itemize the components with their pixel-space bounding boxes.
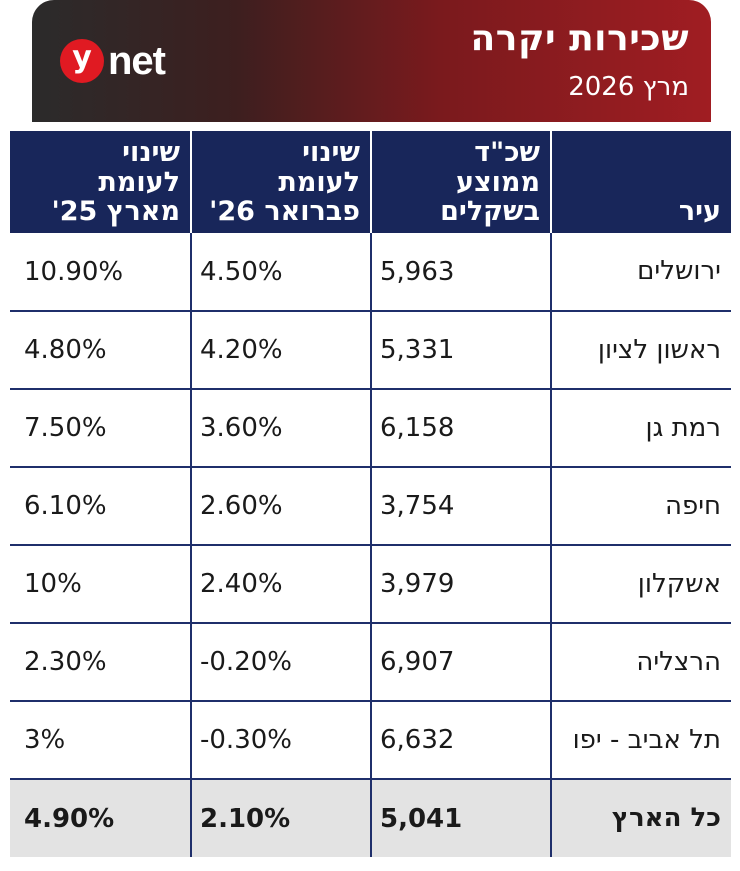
total-rent-cell: 5,041: [370, 779, 551, 857]
rent-cell: 6,632: [370, 701, 551, 780]
change-mar-cell: 6.10%: [10, 467, 191, 546]
total-change-mar-cell: 4.90%: [10, 779, 191, 857]
change-mar-cell: 7.50%: [10, 389, 191, 468]
change-mar-cell: 3%: [10, 701, 191, 780]
table-row: חיפה 3,754 2.60% 6.10%: [10, 467, 731, 546]
change-mar-cell: 10%: [10, 545, 191, 624]
change-feb-cell: 2.40%: [190, 545, 371, 624]
total-row: כל הארץ 5,041 2.10% 4.90%: [10, 779, 731, 857]
total-change-feb-cell: 2.10%: [190, 779, 371, 857]
change-feb-cell: 4.20%: [190, 311, 371, 390]
header-change-mar: שינוי לעומת מארץ 25': [10, 131, 191, 233]
rent-cell: 6,907: [370, 623, 551, 702]
city-cell: רמת גן: [550, 389, 731, 468]
change-feb-cell: -0.20%: [190, 623, 371, 702]
table-row: ירושלים 5,963 4.50% 10.90%: [10, 233, 731, 312]
city-cell: ירושלים: [550, 233, 731, 312]
rent-cell: 3,754: [370, 467, 551, 546]
rent-cell: 5,963: [370, 233, 551, 312]
logo-mark: y: [60, 39, 104, 83]
total-city-cell: כל הארץ: [550, 779, 731, 857]
change-feb-cell: 3.60%: [190, 389, 371, 468]
logo-text: net: [108, 39, 166, 83]
change-mar-cell: 4.80%: [10, 311, 191, 390]
rent-cell: 3,979: [370, 545, 551, 624]
change-feb-cell: -0.30%: [190, 701, 371, 780]
header-city: עיר: [550, 131, 731, 233]
table-row: רמת גן 6,158 3.60% 7.50%: [10, 389, 731, 468]
city-cell: חיפה: [550, 467, 731, 546]
page-title: שכירות יקרה: [470, 18, 689, 59]
header-banner: שכירות יקרה מרץ 2026 y net: [32, 0, 711, 122]
header-change-feb: שינוי לעומת פברואר 26': [190, 131, 371, 233]
change-mar-cell: 2.30%: [10, 623, 191, 702]
rent-cell: 5,331: [370, 311, 551, 390]
change-mar-cell: 10.90%: [10, 233, 191, 312]
header-avg-rent: שכ"ד ממוצע בשקלים: [370, 131, 551, 233]
city-cell: תל אביב - יפו: [550, 701, 731, 780]
table-row: הרצליה 6,907 -0.20% 2.30%: [10, 623, 731, 702]
change-feb-cell: 4.50%: [190, 233, 371, 312]
table-header-row: עיר שכ"ד ממוצע בשקלים שינוי לעומת פברואר…: [10, 131, 731, 233]
city-cell: אשקלון: [550, 545, 731, 624]
city-cell: ראשון לציון: [550, 311, 731, 390]
table-row: אשקלון 3,979 2.40% 10%: [10, 545, 731, 624]
table-row: ראשון לציון 5,331 4.20% 4.80%: [10, 311, 731, 390]
rent-table: עיר שכ"ד ממוצע בשקלים שינוי לעומת פברואר…: [10, 131, 731, 857]
change-feb-cell: 2.60%: [190, 467, 371, 546]
rent-cell: 6,158: [370, 389, 551, 468]
table-row: תל אביב - יפו 6,632 -0.30% 3%: [10, 701, 731, 780]
page-subtitle: מרץ 2026: [568, 72, 689, 102]
ynet-logo: y net: [60, 38, 166, 84]
city-cell: הרצליה: [550, 623, 731, 702]
